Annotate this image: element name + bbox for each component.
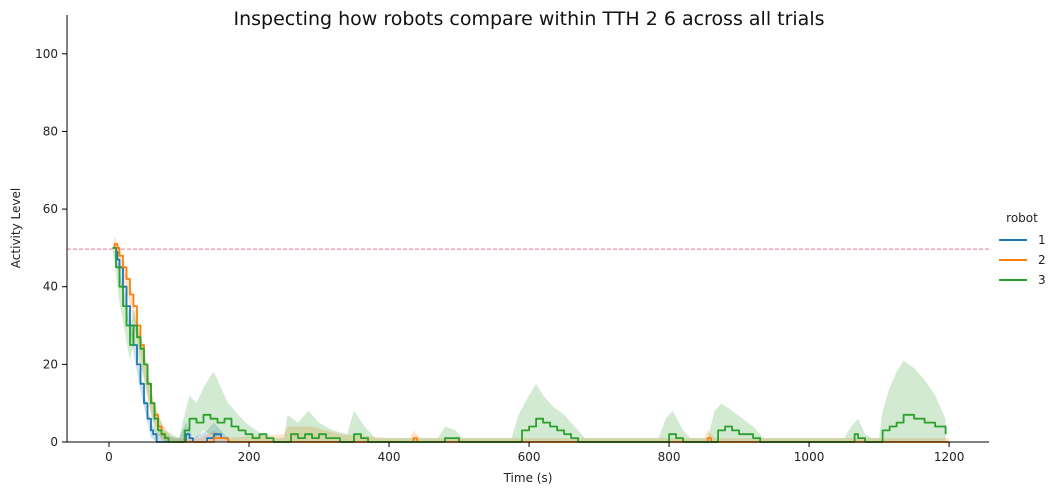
x-tick-label: 800	[658, 450, 681, 464]
legend: robot 1 2 3	[999, 211, 1046, 287]
chart-title: Inspecting how robots compare within TTH…	[233, 8, 824, 30]
x-tick-label: 0	[105, 450, 113, 464]
y-tick-label: 40	[43, 280, 58, 294]
legend-title: robot	[1006, 211, 1038, 225]
x-axis-title: Time (s)	[503, 471, 553, 485]
legend-label-robot-1: 1	[1038, 233, 1046, 247]
x-tick-label: 600	[518, 450, 541, 464]
y-tick-label: 20	[43, 357, 58, 371]
y-axis-ticks: 0 20 40 60 80 100	[35, 47, 67, 449]
y-tick-label: 60	[43, 202, 58, 216]
legend-label-robot-3: 3	[1038, 273, 1046, 287]
confidence-band-robot-3	[112, 247, 946, 442]
x-axis-ticks: 0 200 400 600 800 1000 1200	[105, 442, 964, 464]
y-tick-label: 0	[50, 435, 58, 449]
legend-label-robot-2: 2	[1038, 253, 1046, 267]
x-tick-label: 1200	[934, 450, 965, 464]
x-tick-label: 400	[378, 450, 401, 464]
series-line-robot-3	[112, 247, 947, 443]
confidence-bands	[112, 236, 950, 442]
y-tick-label: 100	[35, 47, 58, 61]
x-tick-label: 1000	[794, 450, 825, 464]
confidence-band-robot-1	[112, 247, 232, 442]
x-tick-label: 200	[238, 450, 261, 464]
y-tick-label: 80	[43, 124, 58, 138]
y-axis-title: Activity Level	[9, 188, 23, 268]
